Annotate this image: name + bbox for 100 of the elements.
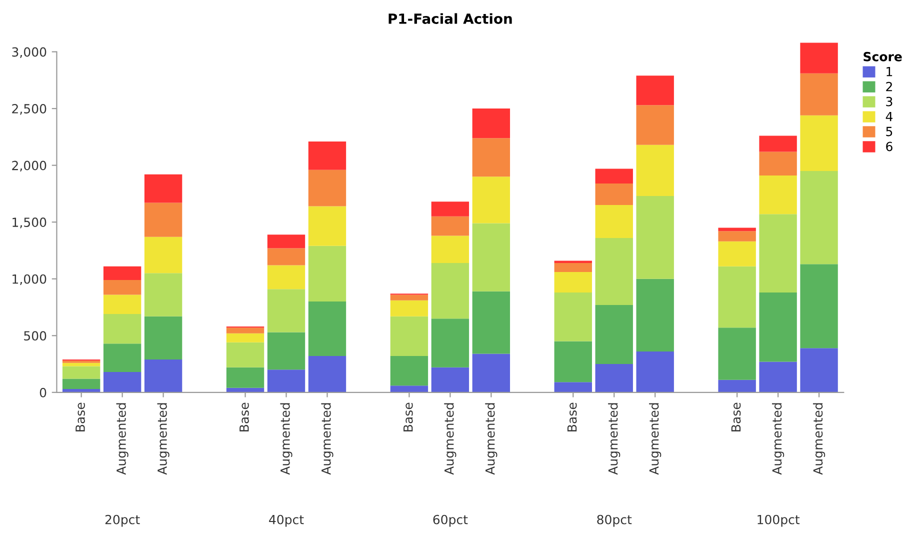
bar [431, 216, 470, 236]
bar [554, 272, 592, 292]
bar [390, 316, 428, 356]
bar [267, 370, 306, 392]
bar [595, 364, 633, 392]
bar [800, 170, 838, 264]
x-tick-label: Augmented [649, 403, 662, 475]
bar [472, 354, 510, 392]
x-tick-label: Augmented [321, 403, 334, 475]
bar [554, 382, 592, 392]
bar [759, 362, 797, 392]
bar [595, 205, 633, 238]
bar [636, 196, 674, 279]
bar [226, 333, 264, 342]
legend-label: 6 [886, 142, 892, 152]
y-tick-label: 500 [24, 331, 46, 341]
bar [390, 300, 428, 316]
bar [800, 42, 838, 74]
legend-title: Score [864, 52, 902, 62]
bar [431, 367, 470, 392]
bar [103, 266, 142, 280]
bar [103, 314, 142, 344]
bar [431, 318, 470, 368]
bar [308, 356, 346, 392]
bar [267, 289, 306, 332]
bar [103, 280, 142, 295]
x-tick-label: Base [76, 402, 85, 432]
bar [759, 292, 797, 362]
bar [718, 380, 756, 392]
bar [759, 214, 797, 292]
bar [267, 234, 306, 248]
y-tick-label: 1,500 [12, 218, 46, 228]
bar [472, 291, 510, 354]
bar [431, 202, 470, 216]
bar [554, 341, 592, 382]
bar [800, 264, 838, 348]
bar [431, 236, 470, 263]
bar [472, 223, 510, 292]
text: 60pct [433, 514, 468, 527]
bar [472, 138, 510, 177]
bar [103, 372, 142, 392]
x-tick-label: Augmented [157, 403, 170, 475]
bar [62, 378, 100, 389]
x-tick-label: Augmented [485, 403, 498, 475]
y-tick-label: 2,500 [12, 104, 46, 115]
text: 20pct [105, 514, 140, 527]
bar [103, 294, 142, 314]
bar [759, 136, 797, 152]
x-tick-label: Augmented [116, 403, 128, 475]
bar [144, 236, 182, 274]
bar [103, 344, 142, 372]
text: 80pct [597, 514, 632, 527]
y-tick-label: 0 [40, 388, 46, 398]
bar [144, 316, 182, 360]
bar [144, 273, 182, 316]
x-tick-label: Augmented [772, 403, 784, 475]
x-tick-label: Augmented [280, 403, 292, 475]
bar [308, 141, 346, 170]
x-tick-label: Augmented [444, 403, 456, 475]
bar [759, 176, 797, 214]
bar [144, 174, 182, 203]
bar [636, 105, 674, 145]
text: 40pct [269, 514, 304, 527]
bar [595, 168, 633, 184]
legend-label: 3 [886, 96, 892, 106]
legend-label: 1 [886, 67, 892, 76]
bar [308, 170, 346, 206]
bar [267, 248, 306, 266]
y-tick-label: 2,000 [12, 160, 46, 172]
legend-label: 5 [886, 126, 892, 136]
x-tick-label: Base [240, 402, 249, 432]
bar [308, 246, 346, 302]
bar [636, 352, 674, 392]
bar [390, 386, 428, 392]
bar [62, 362, 100, 366]
x-tick-label: Base [567, 402, 577, 432]
bar [431, 262, 470, 319]
bar [554, 262, 592, 272]
bar [595, 304, 633, 364]
bar [718, 231, 756, 242]
bar [718, 241, 756, 266]
y-tick-label: 3,000 [12, 47, 46, 58]
bar [226, 328, 264, 334]
x-tick-label: Base [404, 402, 413, 432]
bar [595, 183, 633, 206]
bar [595, 238, 633, 305]
y-tick-label: 1,000 [12, 274, 46, 286]
chart-title: P1-Facial Action [388, 13, 512, 24]
bar [636, 144, 674, 196]
bar [308, 206, 346, 246]
bar [472, 108, 510, 138]
bar [636, 76, 674, 106]
bar [267, 332, 306, 370]
bar [472, 176, 510, 224]
bar [62, 366, 100, 379]
legend-label: 2 [886, 82, 892, 92]
x-tick-label: Base [731, 402, 741, 432]
bar [718, 328, 756, 380]
text: 100pct [758, 514, 800, 527]
bar [718, 266, 756, 328]
